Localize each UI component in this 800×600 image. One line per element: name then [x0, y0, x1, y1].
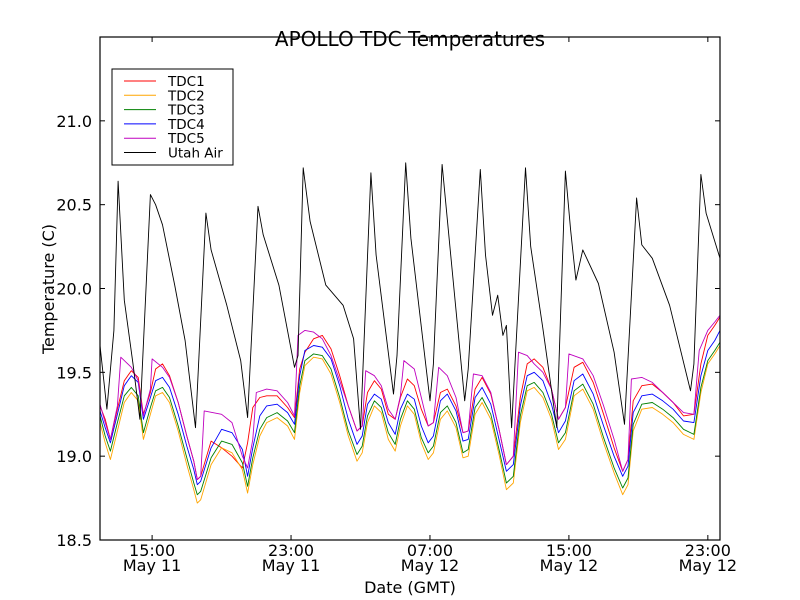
- x-tick-label-time: 23:00: [685, 541, 731, 560]
- y-tick-label: 20.5: [56, 196, 92, 215]
- x-tick-label-time: 07:00: [407, 541, 453, 560]
- y-tick-label: 19.0: [56, 447, 92, 466]
- series-line-tdc3: [100, 341, 720, 496]
- legend-label: TDC5: [167, 131, 205, 147]
- y-tick-label: 19.5: [56, 363, 92, 382]
- legend-item: TDC2: [124, 88, 205, 104]
- legend-item: TDC5: [124, 131, 205, 147]
- y-tick-label: 21.0: [56, 112, 92, 131]
- x-tick-label-date: May 12: [540, 556, 599, 575]
- x-tick-label-time: 15:00: [546, 541, 592, 560]
- chart-title: APOLLO TDC Temperatures: [275, 27, 545, 51]
- series-line-utah-air: [100, 162, 720, 430]
- plot-area: [100, 162, 720, 504]
- x-tick-label-date: May 11: [262, 556, 321, 575]
- x-axis-label: Date (GMT): [364, 578, 456, 597]
- x-tick-label-date: May 11: [123, 556, 182, 575]
- series-line-tdc2: [100, 345, 720, 504]
- x-tick-label-time: 15:00: [129, 541, 175, 560]
- series-line-tdc5: [100, 315, 720, 481]
- legend-item: Utah Air: [124, 146, 223, 162]
- y-tick-label: 18.5: [56, 531, 92, 550]
- x-tick-label-time: 23:00: [268, 541, 314, 560]
- legend-box: [111, 68, 234, 166]
- legend-item: TDC3: [124, 103, 205, 119]
- legend-item: TDC1: [124, 74, 205, 90]
- axes-frame: [99, 36, 721, 541]
- legend-label: TDC2: [167, 88, 205, 104]
- legend-label: TDC3: [167, 103, 205, 119]
- y-axis: 18.5 19.0 19.5 20.0 20.5 21.0: [56, 112, 720, 550]
- legend-label: TDC1: [167, 74, 205, 90]
- series-line-tdc4: [100, 330, 720, 486]
- x-tick-label-date: May 12: [401, 556, 460, 575]
- legend-item: TDC4: [124, 117, 205, 133]
- x-tick-label-date: May 12: [679, 556, 738, 575]
- y-axis-label: Temperature (C): [39, 224, 58, 355]
- y-tick-label: 20.0: [56, 280, 92, 299]
- legend-label: Utah Air: [168, 146, 223, 162]
- legend-label: TDC4: [167, 117, 205, 133]
